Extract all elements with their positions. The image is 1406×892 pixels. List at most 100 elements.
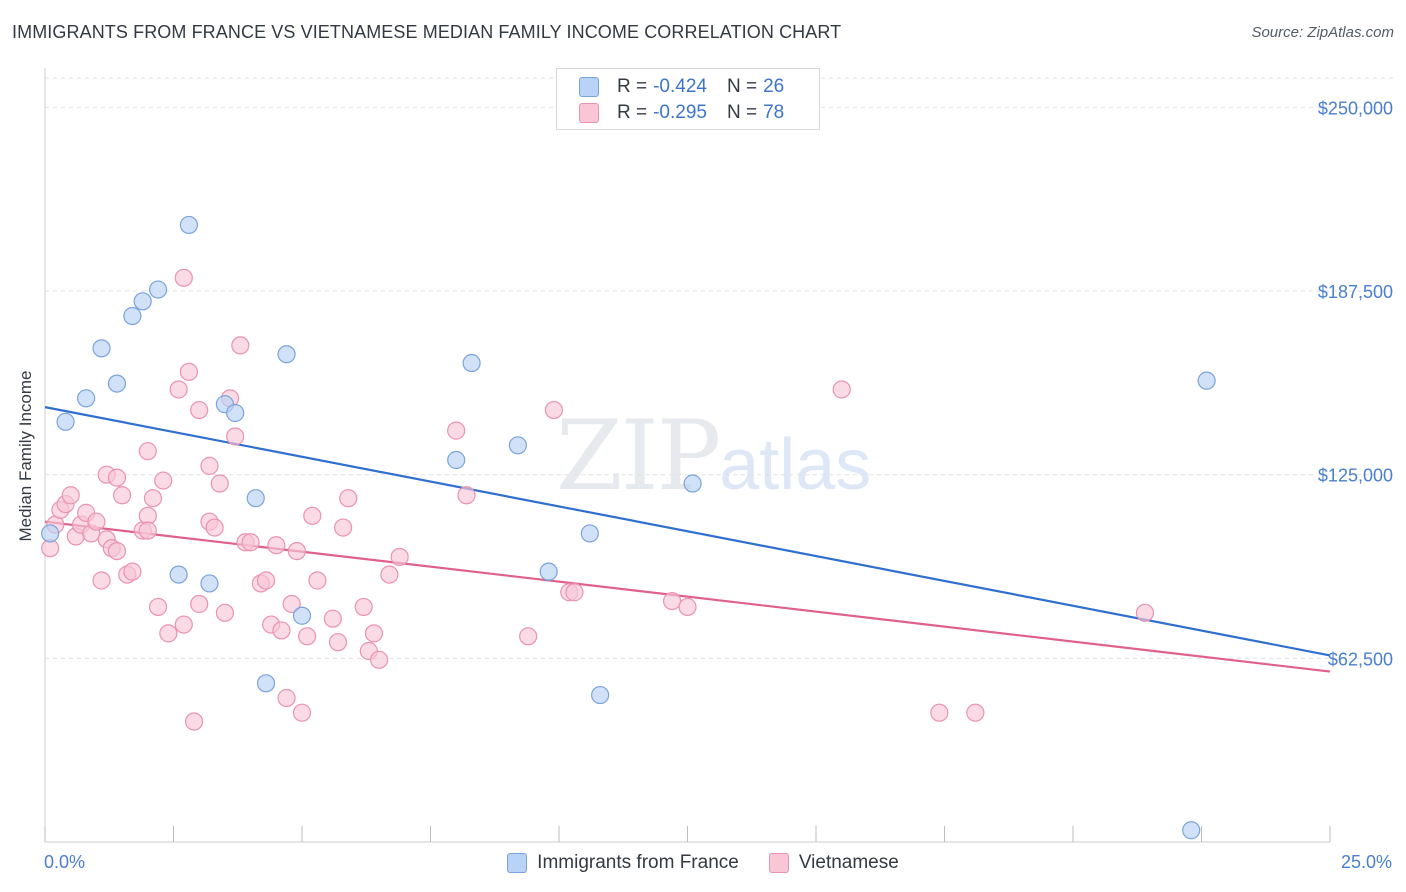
viet-point: [334, 518, 353, 537]
y-tick-label: $62,500: [1328, 649, 1393, 669]
legend-viet-swatch: [768, 853, 789, 873]
viet-point: [267, 536, 286, 555]
viet-point: [364, 624, 384, 643]
legend-viet-label: Vietnamese: [798, 852, 899, 873]
data-points: [41, 215, 1216, 840]
france-point: [508, 436, 527, 455]
legend-france-label: Immigrants from France: [537, 852, 739, 873]
viet-r-value: -0.295: [653, 102, 707, 123]
france-swatch: [579, 77, 599, 97]
france-point: [256, 674, 276, 693]
viet-point: [354, 597, 373, 617]
viet-point: [390, 547, 409, 567]
france-point: [41, 524, 60, 543]
france-point: [179, 215, 199, 235]
france-point: [580, 524, 599, 543]
legend-france-swatch: [507, 853, 528, 873]
y-tick-label: $187,500: [1318, 282, 1393, 302]
watermark: ZIPatlas: [556, 400, 871, 512]
france-point: [169, 565, 188, 584]
france-point: [539, 562, 558, 581]
viet-point: [678, 597, 697, 617]
france-point: [292, 606, 312, 625]
france-point: [77, 389, 96, 408]
x-tick-max: 25.0%: [1340, 852, 1392, 872]
viet-point: [292, 703, 312, 722]
france-point: [123, 306, 142, 326]
france-point: [1197, 371, 1216, 390]
france-point: [148, 280, 168, 299]
france-n-value: 26: [763, 76, 785, 97]
france-point: [1182, 821, 1201, 840]
viet-point: [241, 533, 260, 552]
france-point: [277, 345, 296, 364]
france-point: [683, 474, 702, 493]
viet-point: [380, 565, 399, 584]
france-point: [246, 489, 265, 508]
viet-point: [107, 468, 127, 487]
y-tick-label: $125,000: [1318, 466, 1393, 486]
viet-point: [519, 627, 538, 646]
source-label: Source: ZipAtlas.com: [1251, 24, 1394, 41]
viet-point: [966, 703, 985, 722]
viet-point: [226, 427, 245, 446]
viet-point: [256, 571, 276, 590]
viet-point: [159, 624, 178, 643]
legend-row-vietnamese: R = -0.295 N = 78: [579, 101, 784, 125]
viet-point: [287, 541, 306, 561]
x-tick-min: 0.0%: [44, 852, 86, 872]
france-point: [92, 339, 111, 358]
viet-point: [565, 583, 584, 602]
viet-point: [930, 703, 949, 722]
france-point: [200, 574, 219, 593]
y-tick-labels: $62,500 $125,000 $187,500 $250,000: [1318, 98, 1393, 669]
viet-point: [87, 512, 106, 531]
france-point: [226, 403, 245, 423]
axes: [44, 68, 1331, 843]
viet-point: [544, 400, 563, 420]
grid-lines: [45, 77, 1394, 659]
viet-point: [277, 688, 296, 708]
series-legend: Immigrants from France Vietnamese: [0, 852, 1406, 874]
viet-point: [832, 380, 851, 399]
viet-point: [200, 456, 219, 475]
viet-r-label: R =: [617, 102, 648, 123]
legend-item-vietnamese: Vietnamese: [768, 852, 899, 874]
viet-point: [174, 615, 193, 634]
viet-n-value: 78: [763, 102, 785, 123]
viet-point: [92, 571, 111, 590]
viet-point: [1135, 603, 1155, 622]
viet-point: [303, 506, 322, 525]
france-point: [462, 353, 481, 373]
viet-point: [210, 474, 229, 493]
y-tick-label: $250,000: [1318, 98, 1393, 118]
viet-point: [143, 489, 163, 508]
viet-n-label: N =: [726, 102, 758, 123]
chart-title: IMMIGRANTS FROM FRANCE VS VIETNAMESE MED…: [12, 22, 842, 42]
watermark-atlas: atlas: [719, 425, 872, 505]
viet-point: [272, 621, 291, 640]
viet-swatch: [579, 103, 599, 123]
viet-point: [190, 400, 209, 420]
viet-point: [123, 562, 142, 581]
viet-point: [190, 594, 209, 614]
correlation-legend: R = -0.424 N = 26 R = -0.295 N = 78: [556, 68, 820, 130]
viet-point: [328, 633, 348, 652]
viet-trend-line: [44, 520, 1331, 673]
viet-point: [339, 489, 358, 508]
france-point: [56, 412, 75, 431]
viet-point: [112, 486, 132, 505]
viet-point: [169, 380, 188, 399]
france-r-value: -0.424: [653, 76, 707, 97]
viet-point: [447, 421, 466, 440]
france-point: [591, 685, 610, 705]
y-axis-label: Median Family Income: [16, 370, 35, 542]
viet-point: [457, 486, 476, 505]
viet-point: [154, 471, 173, 490]
viet-point: [308, 571, 327, 590]
viet-point: [179, 362, 199, 381]
viet-point: [138, 442, 157, 461]
legend-row-france: R = -0.424 N = 26: [579, 75, 784, 99]
france-n-label: N =: [726, 76, 758, 97]
